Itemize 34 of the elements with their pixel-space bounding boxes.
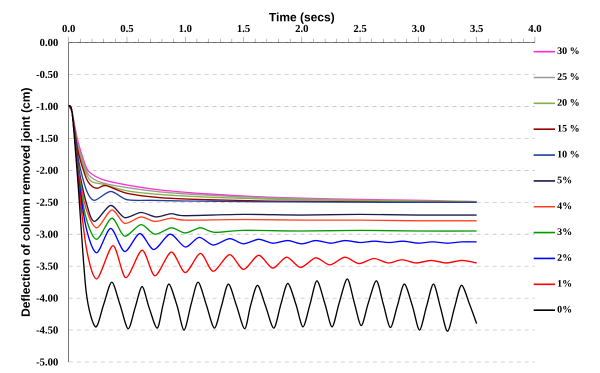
y-tick-label: -5.00 [36,358,58,366]
x-tick-label: 3.0 [412,24,425,32]
y-tick-label: -4.00 [36,294,58,302]
line-series [68,106,478,280]
x-tick-label: 2.0 [296,24,308,32]
legend-label: 10 % [558,150,579,158]
y-tick-label: -4.50 [36,326,58,334]
legend-label: 0% [558,306,572,313]
x-tick-label: 1.5 [238,24,250,32]
legend-label: 2% [558,254,572,261]
y-tick-label: -2.50 [36,198,58,206]
y-tick-label: -3.50 [36,262,58,270]
legend-label: 30 % [558,47,579,54]
y-tick-label: -1.00 [36,102,58,110]
x-tick-label: 2.5 [354,24,366,32]
y-tick-label: -3.00 [36,230,58,238]
x-tick-label: 3.5 [470,24,483,32]
x-tick-label: 4.0 [528,24,542,32]
y-tick-label: -0.50 [36,70,58,78]
y-axis-title: Deflection of column removed joint (cm) [21,88,32,316]
x-tick-label: 0.0 [62,24,75,32]
y-tick-label: -1.50 [36,134,58,142]
legend-label: 1% [558,280,572,287]
x-axis-title: Time (secs) [269,12,334,24]
y-tick-label: -2.00 [36,166,58,174]
legend-label: 25 % [558,73,579,80]
legend-label: 4% [557,202,572,210]
x-tick-label: 0.5 [120,24,134,32]
legend-label: 3% [558,228,572,236]
legend-label: 20 % [558,99,579,106]
legend-label: 15 % [558,124,579,132]
x-tick-label: 1.0 [179,24,192,32]
y-tick-label: 0.00 [40,38,58,46]
legend-label: 5% [558,176,572,184]
